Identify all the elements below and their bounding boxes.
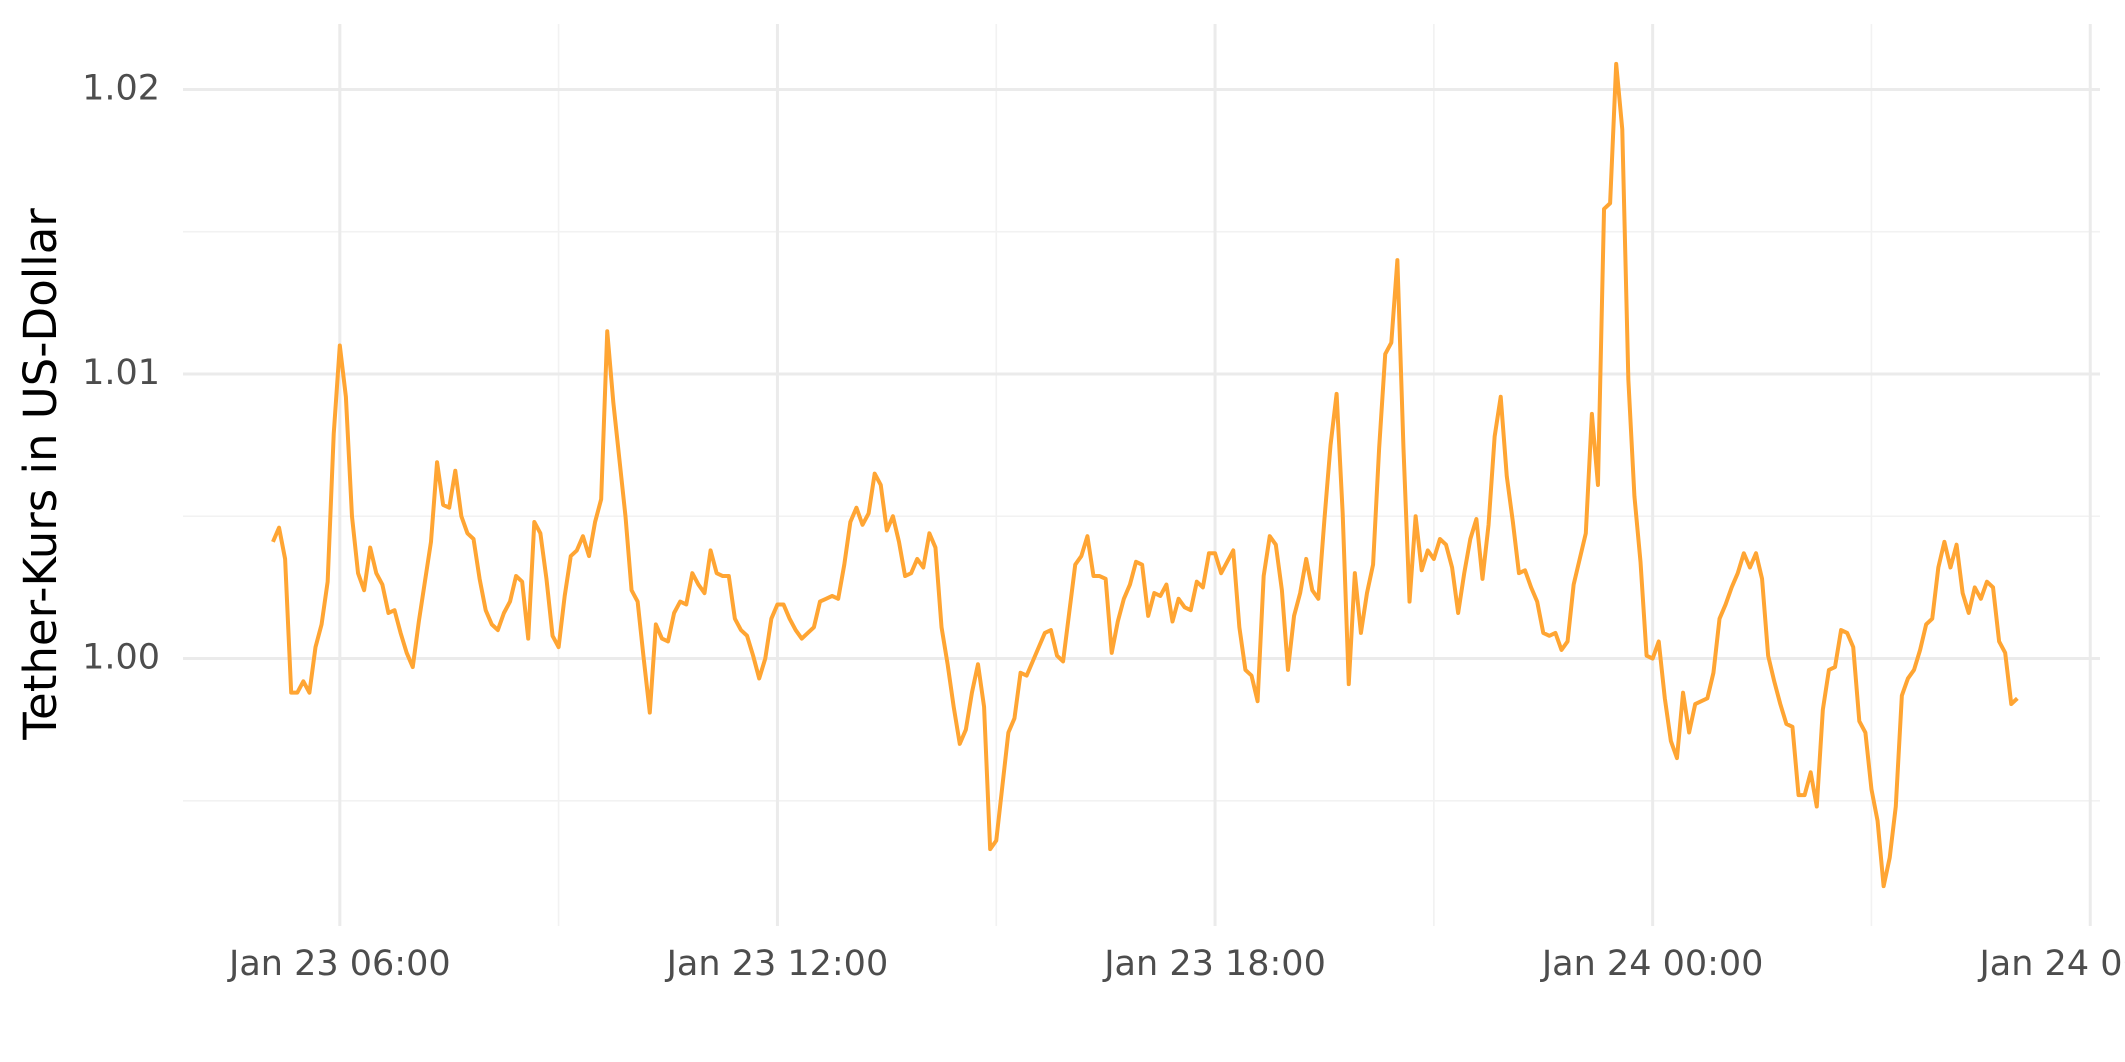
grid: [183, 24, 2100, 926]
y-tick-label: 1.02: [82, 68, 160, 108]
price-line: [271, 61, 2019, 889]
x-tick-label: Jan 24 00:00: [1540, 944, 1764, 984]
plot-area: [271, 61, 2019, 889]
y-tick-label: 1.01: [82, 353, 160, 393]
axis-labels: 1.00 1.01 1.02 Jan 23 06:00 Jan 23 12:00 Jan …: [82, 68, 2125, 984]
x-tick-label: Jan 23 12:00: [665, 944, 889, 984]
x-tick-label: Jan 23 06:00: [227, 944, 451, 984]
y-axis-title: Tether-Kurs in US-Dollar: [14, 208, 67, 741]
x-tick-label: Jan 23 18:00: [1102, 944, 1326, 984]
x-tick-label: Jan 24 06:00: [1977, 944, 2125, 984]
y-tick-label: 1.00: [82, 638, 160, 678]
